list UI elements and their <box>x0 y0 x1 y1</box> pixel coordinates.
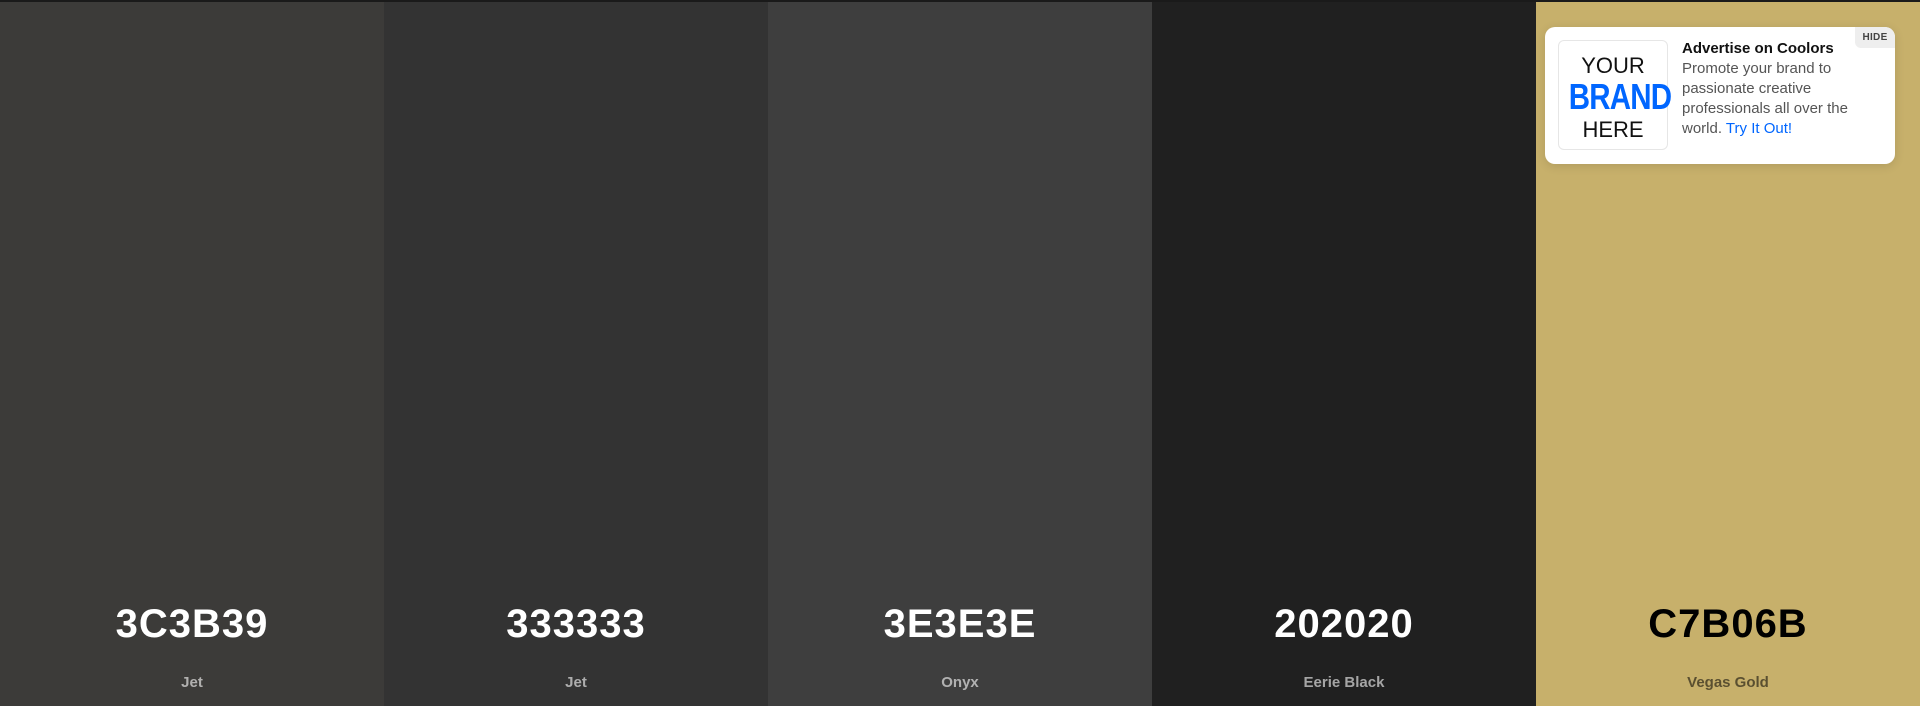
color-swatch-4[interactable]: 202020 Eerie Black <box>1152 2 1536 706</box>
swatch-color-name: Vegas Gold <box>1687 674 1769 691</box>
swatch-hex-code[interactable]: 333333 <box>506 602 646 646</box>
swatch-hex-code[interactable]: C7B06B <box>1648 602 1808 646</box>
swatch-color-name: Jet <box>181 674 203 691</box>
color-swatch-2[interactable]: 333333 Jet <box>384 2 768 706</box>
ad-body: Promote your brand to passionate creativ… <box>1682 60 1848 137</box>
logo-text-here: HERE <box>1582 117 1644 142</box>
swatch-hex-code[interactable]: 3C3B39 <box>115 602 269 646</box>
brand-logo-placeholder[interactable]: YOUR BRAND HERE <box>1558 40 1672 150</box>
logo-text-brand: BRAND <box>1568 76 1672 117</box>
hide-ad-button[interactable]: HIDE <box>1855 27 1895 48</box>
swatch-color-name: Onyx <box>941 674 979 691</box>
swatch-color-name: Eerie Black <box>1303 674 1385 691</box>
swatch-hex-code[interactable]: 3E3E3E <box>883 602 1037 646</box>
advertisement-card[interactable]: YOUR BRAND HERE Advertise on Coolors Pro… <box>1545 27 1895 164</box>
logo-text-your: YOUR <box>1581 53 1645 78</box>
swatch-color-name: Jet <box>565 674 587 691</box>
ad-copy: Advertise on Coolors Promote your brand … <box>1682 39 1882 139</box>
color-swatch-1[interactable]: 3C3B39 Jet <box>0 2 384 706</box>
color-swatch-3[interactable]: 3E3E3E Onyx <box>768 2 1152 706</box>
swatch-hex-code[interactable]: 202020 <box>1274 602 1414 646</box>
try-it-out-link[interactable]: Try It Out! <box>1725 120 1793 137</box>
ad-title[interactable]: Advertise on Coolors <box>1682 40 1834 57</box>
